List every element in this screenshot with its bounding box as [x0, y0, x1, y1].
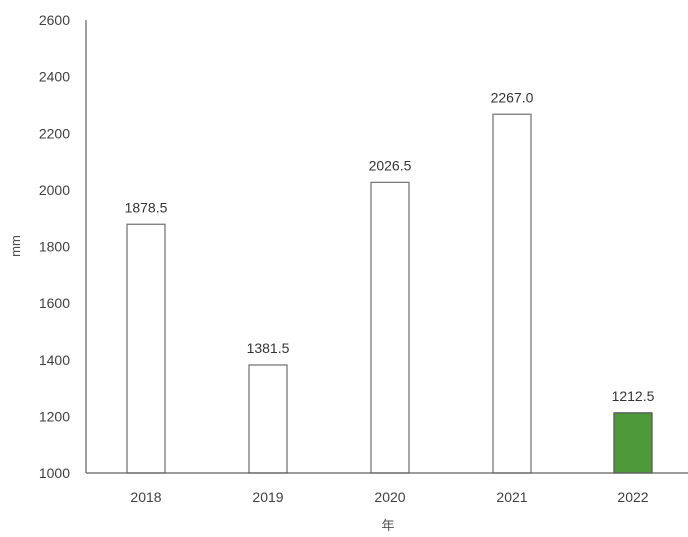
data-label-2019: 1381.5: [247, 340, 290, 356]
y-tick-label: 1400: [39, 352, 70, 368]
data-labels: 1878.5 1381.5 2026.5 2267.0 1212.5: [125, 89, 655, 404]
x-category-label: 2021: [496, 489, 527, 505]
x-category-label: 2019: [252, 489, 283, 505]
y-tick-label: 2200: [39, 125, 70, 141]
y-tick-label: 2400: [39, 69, 70, 85]
data-label-2018: 1878.5: [125, 199, 168, 215]
x-axis-title: 年: [381, 518, 394, 533]
bar-2021: [492, 113, 532, 474]
x-category-label: 2020: [374, 489, 405, 505]
bar-2018: [126, 223, 166, 474]
x-category-label: 2022: [617, 489, 648, 505]
y-axis-title: mm: [8, 235, 23, 257]
y-tick-label: 2000: [39, 182, 70, 198]
y-tick-label: 1200: [39, 408, 70, 424]
data-label-2021: 2267.0: [491, 89, 534, 105]
y-tick-label: 1800: [39, 239, 70, 255]
bar-2020: [370, 181, 410, 474]
y-tick-label: 1000: [39, 465, 70, 481]
x-axis-categories: 2018 2019 2020 2021 2022: [130, 489, 648, 505]
data-label-2022: 1212.5: [612, 388, 655, 404]
y-axis-ticks: 1000 1200 1400 1600 1800 2000 2200 2400 2600: [39, 12, 70, 481]
bars: [126, 113, 653, 474]
bar-2019: [248, 364, 288, 474]
y-tick-label: 1600: [39, 295, 70, 311]
y-tick-label: 2600: [39, 12, 70, 28]
data-label-2020: 2026.5: [369, 157, 412, 173]
x-category-label: 2018: [130, 489, 161, 505]
bar-2022: [613, 412, 653, 474]
